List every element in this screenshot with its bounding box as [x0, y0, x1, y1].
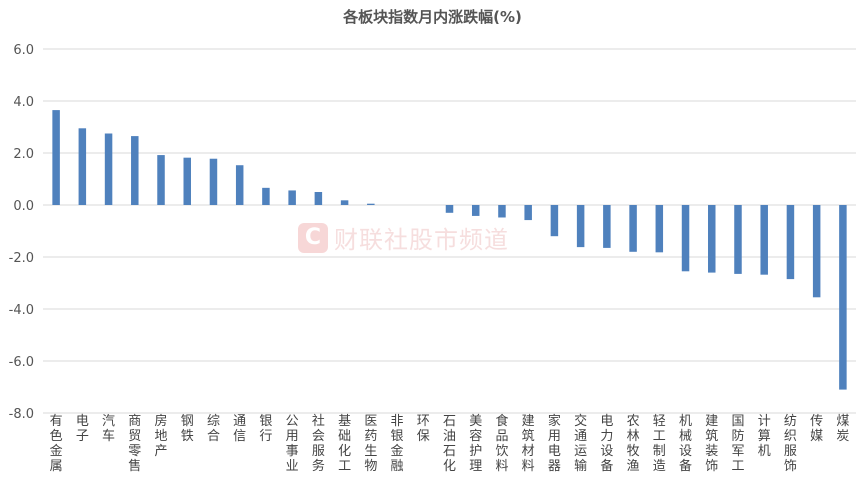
x-category-label: 纺织服饰	[784, 414, 797, 474]
x-category-label: 石油石化	[443, 414, 456, 474]
bar	[209, 158, 218, 205]
y-tick-label: 0.0	[13, 199, 34, 214]
bar	[655, 205, 664, 253]
bar	[760, 205, 768, 275]
bar	[812, 205, 821, 298]
x-category-label: 社会服务	[312, 413, 325, 474]
x-category-label: 非银金融	[391, 414, 404, 474]
bar	[288, 190, 296, 205]
x-category-label: 综合	[207, 414, 220, 444]
x-category-label: 建筑装饰	[705, 414, 718, 474]
x-category-label: 商贸零售	[128, 414, 141, 474]
x-category-label: 传媒	[810, 414, 823, 444]
x-category-label: 食品饮料	[495, 413, 508, 474]
bar	[235, 165, 244, 205]
x-category-label: 家用电器	[548, 413, 561, 474]
bar	[157, 155, 165, 205]
bar	[708, 205, 716, 273]
y-tick-label: -8.0	[9, 407, 34, 422]
x-category-label: 国防军工	[731, 414, 744, 474]
bar	[498, 205, 506, 218]
bar	[104, 133, 113, 205]
x-category-label: 环保	[417, 414, 430, 444]
x-category-label: 农林牧渔	[627, 414, 640, 474]
x-category-label: 通信	[233, 414, 246, 444]
x-category-label: 电力设备	[600, 414, 613, 474]
x-category-label: 煤炭	[836, 414, 849, 444]
x-category-label: 医药生物	[364, 414, 377, 474]
bar	[734, 205, 742, 274]
x-category-label: 计算机	[758, 414, 771, 459]
bar	[183, 157, 191, 205]
x-category-label: 美容护理	[469, 414, 482, 474]
bar	[445, 205, 454, 213]
y-tick-label: 6.0	[13, 43, 34, 58]
y-tick-label: 4.0	[13, 95, 34, 110]
watermark-text: 财联社股市频道	[334, 226, 509, 254]
x-category-label: 交通运输	[574, 413, 587, 474]
x-category-label: 钢铁	[181, 414, 194, 444]
bar	[52, 110, 60, 205]
bar	[78, 128, 87, 205]
y-tick-label: -4.0	[9, 303, 34, 318]
y-tick-label: 2.0	[13, 147, 34, 162]
x-category-label: 有色金属	[50, 414, 63, 474]
bar	[550, 205, 559, 237]
x-category-label: 机械设备	[679, 414, 692, 474]
x-category-label: 汽车	[102, 414, 115, 444]
bar	[629, 205, 637, 252]
watermark-logo-icon: C	[298, 222, 328, 253]
chart-title: 各板块指数月内涨跌幅(%)	[343, 8, 522, 26]
bar	[131, 136, 139, 205]
watermark: C 财联社股市频道	[298, 220, 509, 255]
x-category-label: 电子	[76, 414, 89, 444]
x-category-label: 银行	[259, 414, 272, 444]
bar	[681, 205, 690, 272]
x-category-label: 轻工制造	[653, 414, 666, 474]
bar	[786, 205, 795, 280]
bar	[839, 205, 847, 390]
x-category-label: 房地产	[155, 413, 168, 459]
bar	[471, 205, 480, 216]
y-tick-label: -2.0	[9, 251, 34, 266]
bar	[314, 192, 323, 205]
bar	[576, 205, 585, 248]
x-category-label: 建筑材料	[522, 414, 535, 474]
bar	[340, 200, 349, 205]
x-category-label: 基础化工	[338, 414, 351, 474]
bar	[603, 205, 611, 248]
bar	[262, 187, 270, 205]
bar	[367, 203, 375, 205]
bar	[524, 205, 532, 221]
y-tick-label: -6.0	[9, 355, 34, 370]
x-category-label: 公用事业	[286, 414, 299, 474]
